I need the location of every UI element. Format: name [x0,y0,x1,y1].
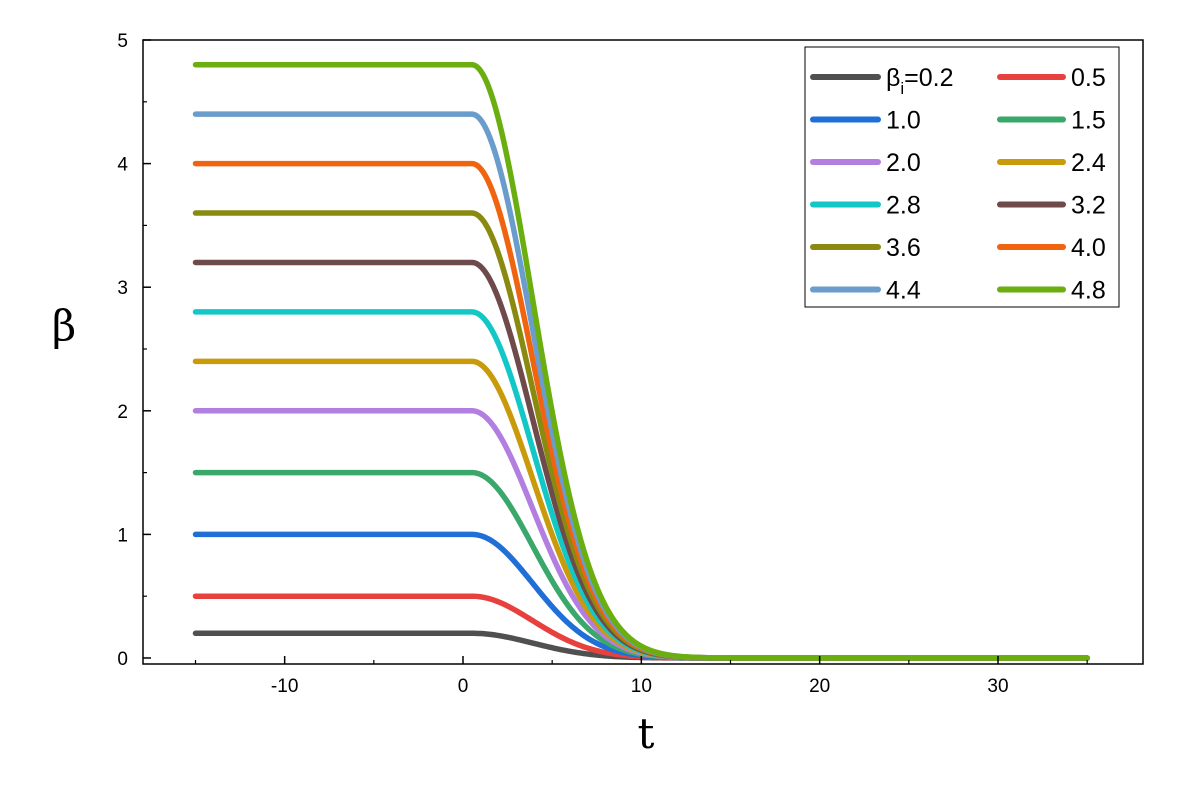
series-line-1.5 [192,469,1090,661]
legend-label-3.6: 3.6 [886,234,921,262]
y-tick-label: 3 [117,278,128,299]
legend-prefix-beta: β [886,64,900,92]
legend-label-4.8: 4.8 [1071,277,1106,305]
y-tick-label: 5 [117,31,128,52]
plot-frame [142,39,1144,665]
x-tick-label: 30 [987,676,1008,697]
legend-box [804,46,1120,308]
y-tick-label: 2 [117,402,128,423]
legend-label-1.0: 1.0 [886,107,921,135]
legend-label-2.0: 2.0 [886,149,921,177]
x-axis-title: t [638,709,655,758]
series-line-4.8 [192,61,1090,661]
ticks-layer: -10 0 10 20 30 0 1 2 3 4 5 [117,31,1088,697]
x-tick-label: -10 [271,676,298,697]
x-tick-label: 10 [631,676,652,697]
series-layer [192,61,1090,661]
x-tick-label: 0 [458,676,469,697]
y-axis-title: β [52,301,76,350]
legend-label-4.0: 4.0 [1071,234,1106,262]
y-tick-label: 0 [117,649,128,670]
legend-prefix-eq: =0.2 [904,64,953,92]
y-tick-label: 4 [117,155,128,176]
legend-label-3.2: 3.2 [1071,192,1106,220]
series-line-2.4 [192,358,1090,661]
legend-label-0.5: 0.5 [1071,64,1106,92]
legend-label-2.8: 2.8 [886,192,921,220]
legend-prefix-sub: i [900,79,904,98]
legend-label-4.4: 4.4 [886,277,921,305]
legend-label-1.5: 1.5 [1071,107,1106,135]
legend: βi=0.2 0.5 1.0 1.5 2.0 2.4 2.8 3.2 3.6 4.0 4.4 4.8 [804,46,1120,308]
legend-label-2.4: 2.4 [1071,149,1106,177]
legend-label-0.2: βi=0.2 [886,64,954,98]
x-tick-label: 20 [809,676,830,697]
y-tick-label: 1 [117,525,128,546]
